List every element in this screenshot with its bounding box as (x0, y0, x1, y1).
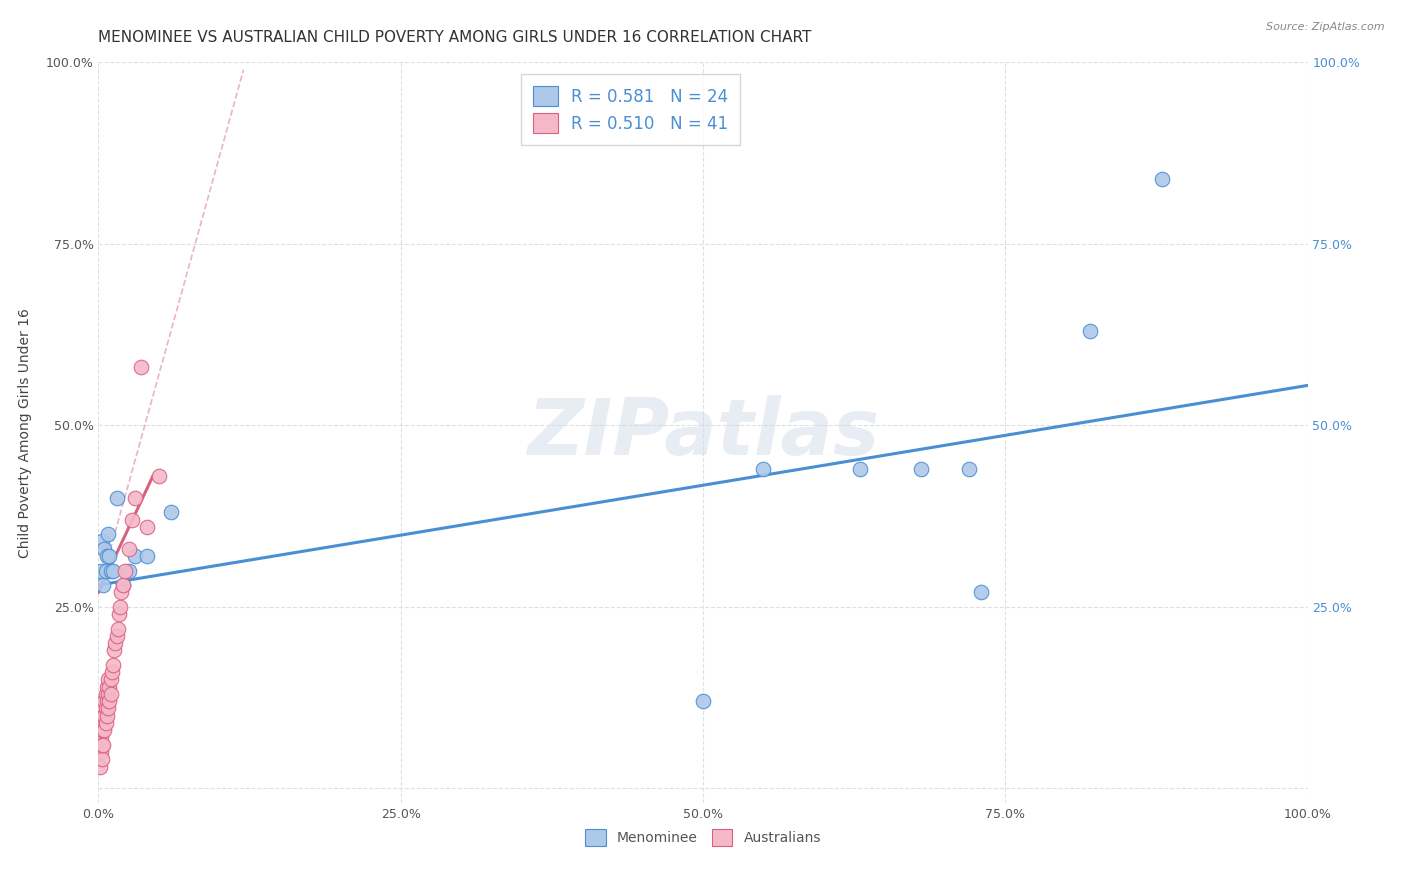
Point (135, 520, 157, 534)
Point (124, 549, 146, 563)
Point (91, 708, 114, 723)
Point (111, 578, 134, 592)
Point (97, 673, 120, 687)
Point (910, 462, 932, 476)
Point (94, 564, 117, 578)
Point (91, 752, 114, 766)
Point (104, 636, 127, 650)
Point (91, 578, 114, 592)
Point (849, 462, 872, 476)
Point (118, 541, 141, 556)
Point (110, 585, 132, 599)
Point (101, 657, 124, 672)
Point (91, 534, 114, 549)
Point (111, 578, 134, 592)
Point (98, 694, 121, 708)
Point (96, 680, 118, 694)
Point (752, 462, 775, 476)
Point (101, 564, 124, 578)
Point (100, 673, 122, 687)
Point (90, 731, 112, 745)
Point (93, 708, 115, 723)
Point (94, 701, 117, 715)
Point (970, 585, 993, 599)
Point (90, 745, 112, 759)
Point (105, 629, 128, 643)
Point (91, 738, 114, 752)
Point (957, 462, 980, 476)
Point (118, 564, 141, 578)
Point (108, 607, 131, 621)
Point (97, 527, 120, 541)
Point (98, 549, 121, 563)
Point (91, 738, 114, 752)
Point (93, 694, 115, 708)
Point (96, 549, 118, 563)
Point (93, 541, 115, 556)
Point (114, 564, 136, 578)
Y-axis label: Child Poverty Among Girls Under 16: Child Poverty Among Girls Under 16 (18, 308, 32, 558)
Point (94, 715, 117, 730)
Point (108, 599, 131, 614)
Text: Source: ZipAtlas.com: Source: ZipAtlas.com (1267, 22, 1385, 32)
Point (135, 549, 157, 563)
Point (94, 687, 117, 701)
Point (160, 506, 183, 520)
Point (148, 469, 170, 483)
Point (121, 513, 143, 527)
Point (91, 723, 114, 738)
Point (124, 491, 146, 505)
Point (100, 564, 122, 578)
Text: MENOMINEE VS AUSTRALIAN CHILD POVERTY AMONG GIRLS UNDER 16 CORRELATION CHART: MENOMINEE VS AUSTRALIAN CHILD POVERTY AM… (98, 29, 811, 45)
Point (100, 665, 122, 680)
Point (96, 708, 118, 723)
Point (90, 564, 112, 578)
Point (692, 694, 714, 708)
Text: ZIPatlas: ZIPatlas (527, 394, 879, 471)
Point (105, 491, 128, 505)
Legend: Menominee, Australians: Menominee, Australians (579, 823, 827, 851)
Point (1152, 171, 1174, 186)
Point (107, 622, 129, 636)
Point (103, 643, 125, 657)
Point (89, 759, 111, 773)
Point (100, 687, 122, 701)
Point (97, 701, 120, 715)
Point (93, 723, 115, 738)
Point (96, 694, 118, 708)
Point (1078, 324, 1101, 338)
Point (97, 687, 120, 701)
Point (98, 680, 121, 694)
Point (129, 360, 152, 375)
